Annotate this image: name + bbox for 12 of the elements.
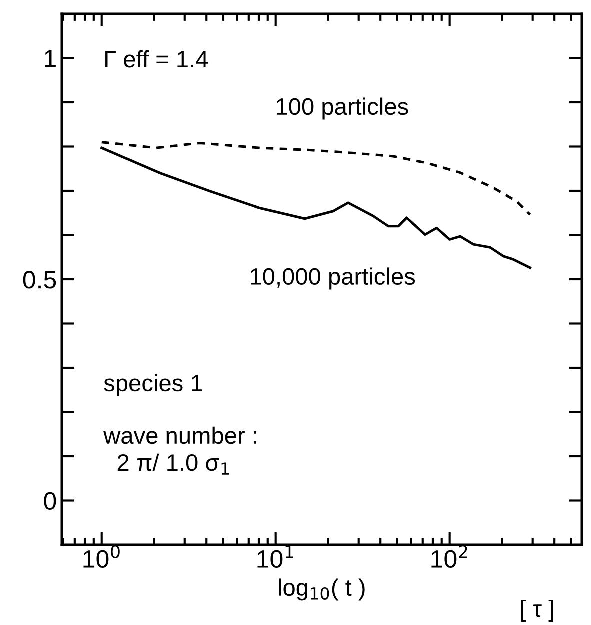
y-tick-label: 0.5 (23, 271, 56, 289)
series-label: 10,000 particles (251, 268, 416, 290)
annotation: species 1 (104, 374, 202, 396)
x-tick-label: 10$^{1}$ (258, 545, 294, 568)
annotation: Γ eff = 1.4 (106, 50, 208, 68)
series-label: 100 particles (277, 98, 408, 120)
x-tick-label: 10$^{0}$ (84, 545, 120, 568)
text: [ τ ] (521, 600, 554, 622)
annotation: wave number : 2 π/ 1.0 σ$_{1}$ (104, 426, 256, 475)
x-axis-title: log$_{10}$( t ) (279, 578, 365, 601)
y-tick-label: 0 (44, 492, 56, 510)
y-tick-label: 1 (45, 50, 56, 68)
